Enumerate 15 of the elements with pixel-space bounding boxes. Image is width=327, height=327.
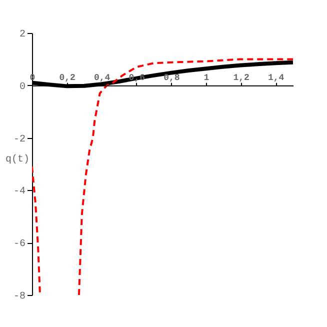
x-tick-label: 0,4 [94, 72, 111, 83]
y-tick-label: -2 [13, 134, 26, 146]
x-tick-label: 1,2 [233, 72, 250, 83]
y-tick-label: 0 [19, 82, 26, 93]
y-axis-title: q(t) [6, 154, 30, 166]
x-tick-label: 0,8 [164, 72, 180, 83]
x-tick-label: 0,2 [59, 72, 76, 83]
y-tick-label: 2 [19, 30, 26, 40]
x-tick-label: 1,4 [268, 72, 285, 83]
line-series [78, 58, 293, 295]
y-tick-label: -4 [13, 186, 26, 198]
y-tick-label: -6 [13, 239, 26, 250]
y-tick-label: -8 [13, 292, 26, 302]
x-tick-label: 1 [204, 72, 210, 83]
line-series [32, 166, 42, 295]
